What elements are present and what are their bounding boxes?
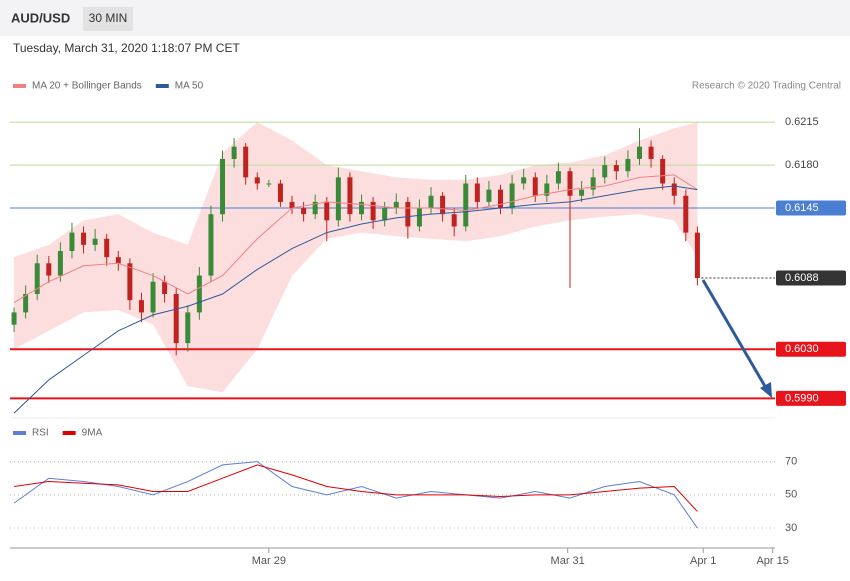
candle-body xyxy=(162,281,168,294)
symbol: AUD/USD xyxy=(11,10,70,25)
legend-label: MA 20 + Bollinger Bands xyxy=(32,81,142,92)
y-tick-label: 30 xyxy=(785,522,797,534)
candle-body xyxy=(694,232,700,279)
candle-body xyxy=(382,208,388,221)
candle-body xyxy=(34,263,40,294)
candle-body xyxy=(312,201,318,215)
source: Research © 2020 Trading Central xyxy=(692,81,841,92)
candle-body xyxy=(486,189,492,202)
forecast-arrow xyxy=(701,279,768,389)
candle-body xyxy=(138,300,144,313)
ma-line xyxy=(13,185,698,414)
candle-body xyxy=(416,208,422,227)
candle-body xyxy=(660,158,666,184)
candle-body xyxy=(370,201,376,221)
level-label-box xyxy=(776,270,846,286)
candle-body xyxy=(405,201,411,227)
candle-body xyxy=(277,183,283,202)
forecast-arrowhead xyxy=(760,382,772,398)
candle-body xyxy=(266,183,272,185)
candle-body xyxy=(289,201,295,209)
candle-body xyxy=(636,146,642,159)
candle-body xyxy=(150,281,156,313)
candle-body xyxy=(69,232,75,252)
candle-body xyxy=(127,263,133,301)
candle-body xyxy=(579,189,585,196)
rsi-line xyxy=(13,461,698,529)
header-bar xyxy=(0,0,850,36)
candle-body xyxy=(220,158,226,215)
level-label-box xyxy=(776,390,846,406)
candle-body xyxy=(463,183,469,227)
candle-body xyxy=(185,312,191,344)
candle-body xyxy=(81,232,87,245)
level-label: 0.5990 xyxy=(785,392,819,404)
candle-body xyxy=(648,146,654,159)
legend-swatch xyxy=(62,431,76,435)
candle-body xyxy=(57,251,63,276)
bollinger-band xyxy=(14,122,698,393)
candle-body xyxy=(625,158,631,172)
candle-body xyxy=(602,165,608,178)
ma-line xyxy=(13,174,698,304)
candle-body xyxy=(544,183,550,196)
candle-body xyxy=(301,208,307,215)
x-tick-label: Mar 31 xyxy=(551,555,585,567)
candle-body xyxy=(521,177,527,184)
level-label: 0.6088 xyxy=(785,272,819,284)
timestamp: Tuesday, March 31, 2020 1:18:07 PM CET xyxy=(13,41,240,55)
candle-body xyxy=(440,195,446,215)
candle-body xyxy=(324,201,330,221)
candle-body xyxy=(359,201,365,215)
level-label: 0.6180 xyxy=(785,159,819,171)
candle-body xyxy=(567,171,573,196)
candle-body xyxy=(393,201,399,209)
candle-body xyxy=(115,257,121,264)
candle-body xyxy=(92,238,98,245)
candle-body xyxy=(104,238,110,258)
candle-body xyxy=(243,146,249,178)
x-tick-label: Mar 29 xyxy=(252,555,286,567)
level-label: 0.6145 xyxy=(785,202,819,214)
candle-body xyxy=(613,165,619,172)
interval-box[interactable] xyxy=(83,7,133,31)
candle-body xyxy=(451,214,457,227)
candle-body xyxy=(231,146,237,159)
candle-body xyxy=(196,275,202,313)
y-tick-label: 70 xyxy=(785,456,797,468)
interval: 30 MIN xyxy=(89,11,128,25)
level-label-box xyxy=(776,200,846,216)
y-tick-label: 50 xyxy=(785,489,797,501)
candle-body xyxy=(46,263,52,276)
rsi-line xyxy=(13,464,698,512)
level-label-box xyxy=(776,341,846,357)
candle-body xyxy=(590,177,596,190)
candle-body xyxy=(683,195,689,233)
candle-body xyxy=(335,177,341,221)
legend-label: RSI xyxy=(32,428,49,439)
legend-swatch xyxy=(13,84,26,88)
x-tick-label: Apr 15 xyxy=(756,555,788,567)
candle-body xyxy=(23,293,29,313)
legend-label: 9MA xyxy=(82,428,103,439)
legend-label: MA 50 xyxy=(175,81,204,92)
candle-body xyxy=(173,293,179,344)
candle-body xyxy=(347,177,353,215)
candle-body xyxy=(671,183,677,196)
level-label: 0.6215 xyxy=(785,116,819,128)
candle-body xyxy=(208,214,214,276)
candle-body xyxy=(428,195,434,209)
candle-body xyxy=(11,312,17,325)
candle-body xyxy=(254,177,260,184)
candle-body xyxy=(498,189,504,209)
x-tick-label: Apr 1 xyxy=(690,555,716,567)
legend-swatch xyxy=(13,431,26,435)
level-label: 0.6030 xyxy=(785,343,819,355)
candle-body xyxy=(555,171,561,184)
candle-body xyxy=(532,177,538,196)
candle-body xyxy=(509,183,515,209)
candle-body xyxy=(474,183,480,202)
legend-swatch xyxy=(155,84,169,88)
